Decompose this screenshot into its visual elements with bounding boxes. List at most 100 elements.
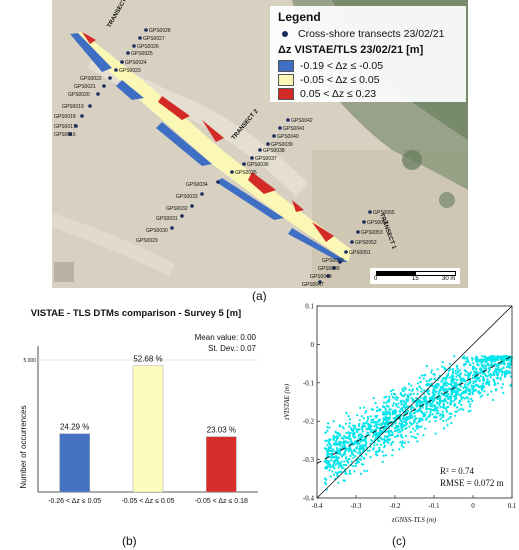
scatter-point [480,365,484,368]
scatter-point [386,438,389,441]
scatter-point [334,443,338,447]
scatter-point [468,390,472,393]
scatter-point [350,460,353,463]
scatter-point [372,418,375,421]
scatter-point [345,457,348,460]
scale-label-0: 0 [374,276,378,282]
scatter-point [377,439,380,442]
scatter-point [471,374,475,377]
scatter-point [433,373,436,376]
scatter-point [502,360,505,363]
r2-label: R² = 0.74 [440,466,475,476]
scatter-point [435,407,438,411]
scatter-point [387,434,390,437]
scatter-point [447,417,450,421]
scatter-point [415,396,418,400]
scatter-point [334,430,337,433]
scatter-point [332,434,335,437]
scatter-point [444,397,447,400]
scatter-point [455,375,458,379]
scatter-point [359,446,362,449]
scatter-point [424,402,427,405]
scatter-point [328,426,331,429]
scatter-point [399,430,402,433]
scatter-point [359,458,363,461]
scatter-point [412,392,415,395]
scatter-point [463,379,466,383]
scatter-point [452,379,455,382]
scatter-point [419,402,422,405]
x-tick-label: -0.2 [389,502,401,510]
gps-label: GPS0026 [137,44,159,50]
scatter-point [400,425,403,428]
scatter-point [429,408,432,411]
scatter-point [413,418,416,421]
scatter-point [439,417,442,421]
scatter-point [352,449,356,452]
scatter-point [401,387,404,390]
scatter-point [501,367,504,370]
scatter-point [507,370,510,373]
scatter-point [490,362,493,365]
scatter-point [329,444,333,447]
scatter-point [509,375,512,378]
scatter-point [467,382,470,385]
scatter-point [499,368,503,371]
scatter-point [339,470,342,474]
scatter-point [439,406,442,409]
scatter-point [508,366,511,369]
scatter-point [361,430,364,433]
scatter-point [376,414,379,417]
scatter-point [471,356,474,360]
scatter-point [384,415,387,418]
scatter-point [348,425,351,428]
scatter-point [374,450,378,454]
scatter-point [327,449,330,453]
scatter-point [437,397,441,400]
scatter-point [364,411,367,414]
gps-label: GPS0023 [119,68,141,74]
scatter-point [424,399,428,402]
scatter-point [443,383,446,386]
scatter-point [342,434,346,438]
scatter-point [332,460,335,463]
scatter-panel: -0.4 -0.3 -0.2 -0.1 0 0.1 -0.4 -0.3 -0.2 -0.1 0 0.1… [280,296,517,526]
scatter-point [397,406,400,409]
scatter-point [504,372,508,376]
scatter-point [499,358,503,362]
bar-value-label: 24.29 % [60,423,89,432]
scatter-point [478,371,481,374]
scatter-point [424,427,427,430]
scatter-point [338,425,341,428]
gps-label: GPS0055 [373,210,395,216]
scatter-point [348,457,351,460]
scatter-point [410,397,413,400]
scatter-point [450,395,453,398]
scatter-point [336,472,339,476]
scatter-point [379,443,383,446]
scatter-point [336,458,339,461]
scatter-point [485,381,489,384]
scatter-point [494,389,497,392]
scatter-point [405,398,408,401]
scatter-point [407,409,410,413]
std-dev-label: St. Dev.: 0.07 [208,344,256,353]
scatter-point [487,370,490,374]
scatter-point [360,435,363,438]
identity-line [316,305,513,499]
scatter-point [464,397,467,400]
scatter-point [458,393,461,397]
gps-label: GPS0016 [54,132,76,138]
scatter-point [467,387,470,390]
scatter-point [480,385,483,388]
scatter-point [394,393,397,396]
scatter-point [364,443,367,446]
scatter-point [489,376,492,379]
scatter-point [458,399,461,402]
plot-frame [316,305,513,499]
scatter-point [353,440,356,444]
scatter-point [409,410,412,414]
scatter-point [390,441,393,445]
scatter-point [442,413,445,416]
scatter-point [393,429,397,433]
